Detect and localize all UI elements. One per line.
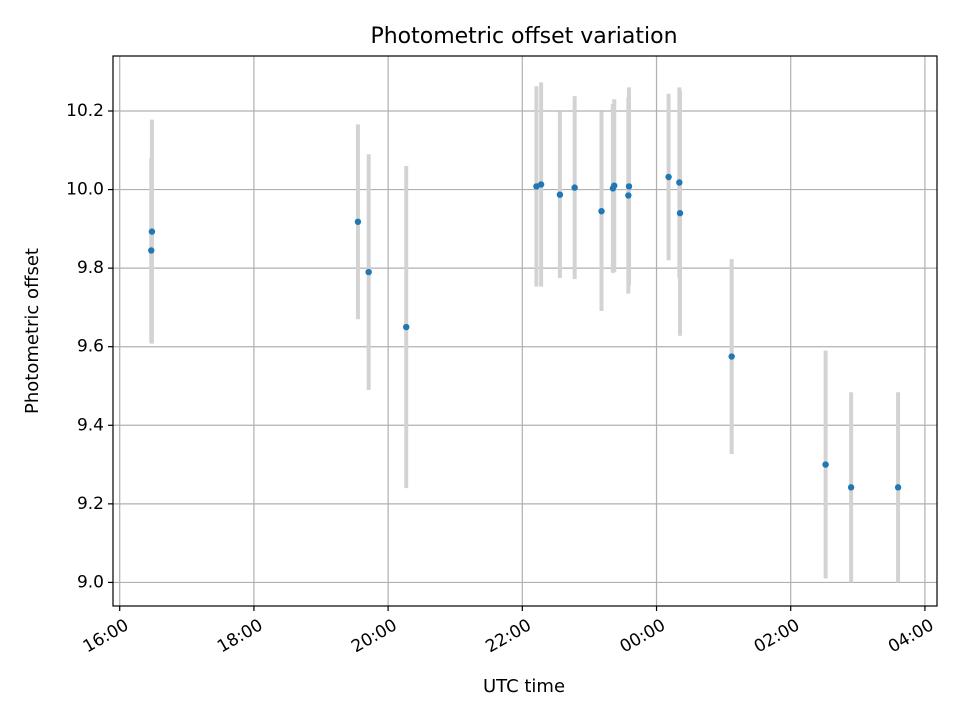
data-point [598,207,605,215]
x-tick-label: 18:00 [214,615,266,657]
data-point [625,192,632,199]
x-tick-label: 04:00 [885,615,937,657]
data-point [537,181,545,188]
data-point [148,247,155,254]
grid-lines [113,56,937,606]
y-tick-label: 9.4 [77,415,104,435]
data-point [571,184,578,191]
y-tick-label: 9.6 [77,337,104,357]
data-point [148,228,156,235]
y-axis-ticks: 9.0 9.2 9.4 9.6 9.8 10.0 10.2 [66,101,113,592]
data-point [822,461,829,468]
x-tick-label: 16:00 [80,615,132,657]
y-axis-label: Photometric offset [22,248,43,414]
plot-frame [112,55,938,607]
data-point [365,268,372,276]
data-point [665,173,672,181]
data-point [611,182,618,189]
data-point [403,323,410,331]
data-point [676,179,683,186]
data-point [354,218,362,225]
y-tick-label: 9.0 [77,572,104,592]
x-tick-label: 00:00 [617,615,669,657]
y-tick-label: 9.2 [77,494,104,514]
data-point [676,209,684,217]
x-tick-label: 22:00 [482,615,534,657]
x-axis-ticks: 16:00 18:00 20:00 22:00 00:00 02:00 04:00 [80,606,937,657]
y-tick-label: 10.0 [66,180,104,200]
x-tick-label: 02:00 [751,615,803,657]
y-tick-label: 10.2 [66,101,104,121]
data-point [894,484,902,491]
data-point [625,183,633,190]
data-points [148,173,902,491]
y-tick-label: 9.8 [77,258,104,278]
data-point [728,353,735,360]
error-bars [149,82,901,583]
data-point [847,484,855,491]
x-tick-label: 20:00 [348,615,400,657]
x-axis-label: UTC time [483,676,565,697]
chart-title: Photometric offset variation [370,24,677,49]
data-point [556,191,564,198]
